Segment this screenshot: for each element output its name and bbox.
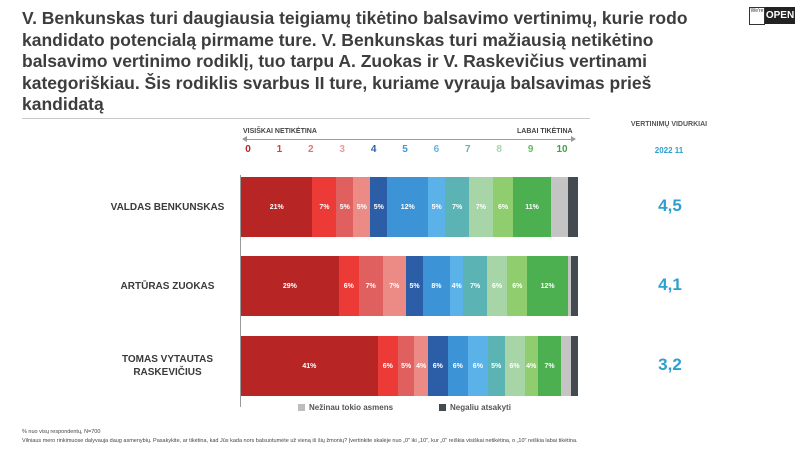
bar-segment-negaliu-atsakyti bbox=[571, 256, 578, 316]
logo-we: We're bbox=[749, 7, 765, 25]
bar-segment-9: 6% bbox=[507, 256, 528, 316]
legend-item-unknown: Nežinau tokio asmens bbox=[298, 403, 393, 412]
candidate-label: VALDAS BENKUNSKAS bbox=[110, 201, 225, 213]
bar-segment-6: 4% bbox=[449, 256, 464, 316]
bar-segment-5: 8% bbox=[422, 256, 450, 316]
bar-segment-4: 5% bbox=[370, 177, 388, 237]
candidate-label: TOMAS VYTAUTAS RASKEVIČIUS bbox=[121, 354, 214, 378]
bar-segment-0: 29% bbox=[241, 256, 339, 316]
bar-segment-7: 5% bbox=[487, 336, 505, 396]
scale-number-8: 8 bbox=[496, 144, 502, 155]
footnote-sample: % nuo visų respondentų, N=700 bbox=[22, 429, 101, 435]
bar-row: 41% 6% 5% 4% 6% 6% 6% 5% 6% 4% 7% bbox=[241, 336, 578, 396]
averages-header: VERTINIMŲ VIDURKIAI bbox=[630, 121, 708, 128]
bar-row: 21% 7% 5% 5% 5% 12% 5% 7% 7% 6% 11% bbox=[241, 177, 578, 237]
scale-number-3: 3 bbox=[339, 144, 345, 155]
bar-segment-0: 41% bbox=[241, 336, 378, 396]
bar-segment-negaliu-atsakyti bbox=[567, 177, 578, 237]
scale-number-9: 9 bbox=[527, 144, 534, 155]
scale-left-label: VISIŠKAI NETIKĖTINA bbox=[243, 128, 317, 135]
bar-segment-6: 6% bbox=[467, 336, 488, 396]
bar-segment-nežinau-tokio-asmens bbox=[567, 256, 572, 316]
bar-segment-9: 6% bbox=[492, 177, 514, 237]
bar-segment-8: 7% bbox=[469, 177, 493, 237]
scale-number-1: 1 bbox=[276, 144, 283, 155]
bar-segment-8: 6% bbox=[486, 256, 508, 316]
average-value: 4,1 bbox=[658, 275, 682, 294]
legend-swatch-cannot-answer bbox=[439, 404, 446, 411]
bar-segment-nežinau-tokio-asmens bbox=[550, 177, 568, 237]
scale-number-6: 6 bbox=[433, 144, 440, 155]
bar-segment-2: 7% bbox=[358, 256, 383, 316]
bar-segment-0: 21% bbox=[241, 177, 313, 237]
average-value: 4,5 bbox=[658, 196, 682, 215]
bar-row: 29% 6% 7% 7% 5% 8% 4% 7% 6% 6% 12% bbox=[241, 256, 578, 316]
bar-segment-1: 7% bbox=[312, 177, 337, 237]
bar-segment-3: 7% bbox=[382, 256, 407, 316]
bar-segment-7: 7% bbox=[445, 177, 470, 237]
page-title: V. Benkunskas turi daugiausia teigiamų t… bbox=[22, 8, 688, 114]
bar-segment-1: 6% bbox=[338, 256, 359, 316]
bar-segment-10: 7% bbox=[537, 336, 562, 396]
scale-number-0: 0 bbox=[245, 144, 251, 155]
legend-item-cannot-answer: Negaliu atsakyti bbox=[439, 403, 511, 412]
footnote-question: Vilniaus mero rinkimuose dalyvauja daug … bbox=[22, 438, 578, 444]
legend-label-cannot-answer: Negaliu atsakyti bbox=[450, 403, 511, 412]
bar-segment-10: 11% bbox=[513, 177, 551, 237]
scale-arrow bbox=[242, 136, 576, 142]
scale-right-label: LABAI TIKĖTINA bbox=[517, 128, 573, 135]
axis-line bbox=[240, 175, 241, 407]
bar-segment-7: 7% bbox=[463, 256, 487, 316]
bar-segment-negaliu-atsakyti bbox=[571, 336, 578, 396]
logo: We're OPEN bbox=[749, 7, 795, 25]
bar-segment-2: 5% bbox=[397, 336, 415, 396]
bar-segment-5: 6% bbox=[447, 336, 468, 396]
averages-date: 2022 11 bbox=[654, 146, 684, 155]
bar-segment-4: 6% bbox=[427, 336, 448, 396]
bar-segment-1: 6% bbox=[377, 336, 398, 396]
bar-segment-4: 5% bbox=[406, 256, 423, 316]
candidate-label: ARTŪRAS ZUOKAS bbox=[120, 280, 215, 292]
logo-open: OPEN bbox=[765, 7, 795, 24]
title-divider bbox=[22, 118, 590, 119]
average-value: 3,2 bbox=[658, 355, 682, 374]
bar-segment-nežinau-tokio-asmens bbox=[561, 336, 572, 396]
scale-number-5: 5 bbox=[402, 144, 408, 155]
bar-segment-3: 4% bbox=[414, 336, 428, 396]
bar-segment-5: 12% bbox=[387, 177, 429, 237]
bar-segment-3: 5% bbox=[353, 177, 371, 237]
scale-number-4: 4 bbox=[370, 144, 377, 155]
legend-swatch-unknown bbox=[298, 404, 305, 411]
bar-segment-6: 5% bbox=[428, 177, 446, 237]
bar-segment-9: 4% bbox=[524, 336, 538, 396]
bar-segment-8: 6% bbox=[504, 336, 525, 396]
scale-number-2: 2 bbox=[308, 144, 314, 155]
legend-label-unknown: Nežinau tokio asmens bbox=[309, 403, 394, 412]
scale-number-10: 10 bbox=[556, 144, 568, 155]
bar-segment-2: 5% bbox=[336, 177, 354, 237]
scale-number-7: 7 bbox=[465, 144, 471, 155]
bar-segment-10: 12% bbox=[527, 256, 568, 316]
